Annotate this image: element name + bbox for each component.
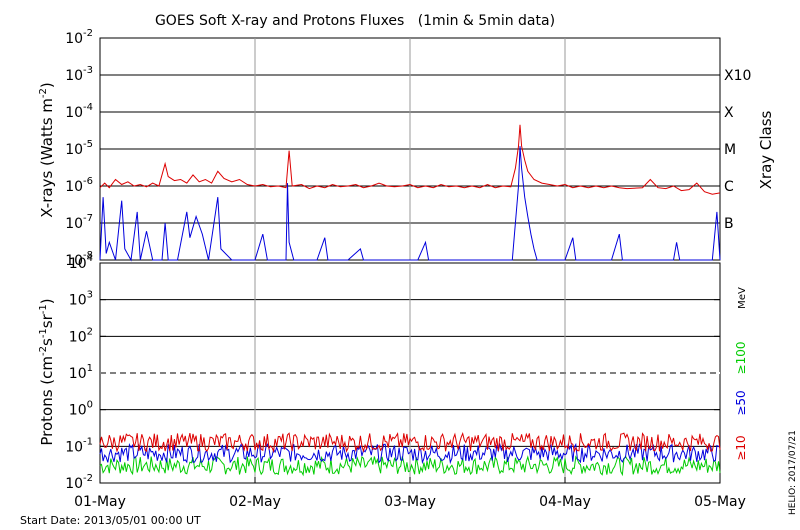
y-tick-label: 10-6 bbox=[65, 176, 93, 195]
proton-energy-labels: MeV ≥100 ≥50 ≥10 bbox=[734, 287, 748, 461]
xray-series-line-0 bbox=[99, 124, 721, 195]
class-label-X: X bbox=[724, 105, 734, 121]
proton-y-tick-labels: 10-2 10-1 100 101 102 103 104 bbox=[65, 253, 93, 492]
xray-class-labels: B C M X X10 bbox=[724, 68, 751, 232]
proton-series bbox=[99, 432, 721, 477]
y-tick-label: 103 bbox=[69, 290, 93, 309]
start-date: Start Date: 2013/05/01 00:00 UT bbox=[20, 514, 201, 527]
y-tick-label: 10-8 bbox=[65, 250, 93, 269]
x-tick-label: 02-May bbox=[229, 494, 281, 510]
x-tick-label: 04-May bbox=[539, 494, 591, 510]
x-tick-label: 03-May bbox=[384, 494, 436, 510]
class-label-M: M bbox=[724, 142, 736, 158]
y-tick-label: 100 bbox=[69, 400, 93, 419]
x-tick-label: 01-May bbox=[74, 494, 126, 510]
class-label-B: B bbox=[724, 216, 734, 232]
proton-series-line-2 bbox=[99, 432, 721, 454]
y-tick-label: 10-7 bbox=[65, 213, 93, 232]
xray-series-line-1 bbox=[99, 146, 721, 262]
class-label-C: C bbox=[724, 179, 734, 195]
credit-label: HELIO: 2017/07/21 bbox=[788, 430, 798, 515]
y-tick-label: 101 bbox=[69, 363, 93, 382]
x-tick-label: 05-May bbox=[694, 494, 746, 510]
x-axis-tick-labels: 01-May 02-May 03-May 04-May 05-May bbox=[74, 477, 746, 510]
energy-label-1: ≥100 bbox=[734, 342, 748, 375]
energy-label-2: ≥50 bbox=[734, 390, 748, 415]
y-tick-label: 10-3 bbox=[65, 65, 93, 84]
class-label-X10: X10 bbox=[724, 68, 751, 84]
energy-label-3: ≥10 bbox=[734, 435, 748, 460]
y-tick-label: 104 bbox=[69, 253, 93, 272]
xray-series bbox=[99, 124, 721, 262]
energy-label-0: MeV bbox=[737, 287, 748, 309]
xray-gridlines bbox=[100, 37, 720, 261]
y-tick-label: 10-2 bbox=[65, 473, 93, 492]
y-tick-label: 10-5 bbox=[65, 139, 93, 158]
proton-y-axis-label: Protons (cm-2s-1sr-1) bbox=[38, 298, 56, 445]
xray-y-axis-label: X-rays (Watts m-2) bbox=[38, 82, 56, 217]
y-tick-label: 10-1 bbox=[65, 436, 93, 455]
xray-y-tick-labels: 10-8 10-7 10-6 10-5 10-4 10-3 10-2 bbox=[65, 28, 93, 269]
xray-class-axis-label: Xray Class bbox=[757, 110, 775, 189]
chart-title: GOES Soft X-ray and Protons Fluxes (1min… bbox=[155, 13, 555, 29]
proton-series-line-0 bbox=[99, 455, 721, 477]
y-tick-label: 10-4 bbox=[65, 102, 93, 121]
proton-gridlines bbox=[100, 262, 720, 484]
y-tick-label: 10-2 bbox=[65, 28, 93, 47]
proton-series-line-1 bbox=[99, 442, 721, 465]
y-tick-label: 102 bbox=[69, 326, 93, 345]
